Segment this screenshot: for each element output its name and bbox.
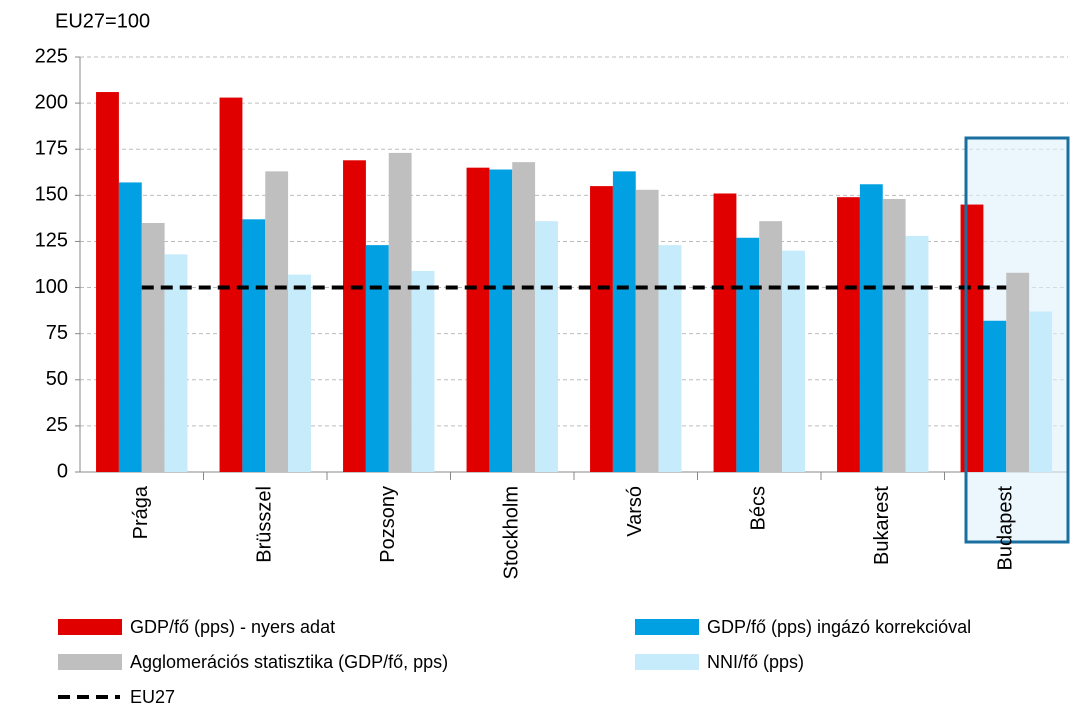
legend-label: NNI/fő (pps) — [707, 652, 804, 672]
bar — [590, 186, 613, 472]
legend-swatch — [635, 619, 699, 635]
legend-label: EU27 — [130, 687, 175, 707]
bar — [365, 245, 389, 472]
bar — [288, 274, 311, 472]
bar — [658, 245, 682, 472]
bar — [837, 197, 860, 472]
bar — [960, 204, 984, 473]
x-tick-label: Pozsony — [377, 486, 399, 563]
x-tick-label: Bécs — [748, 486, 770, 530]
y-tick-label: 100 — [35, 276, 68, 298]
bar — [535, 221, 558, 472]
bar — [882, 199, 906, 472]
bar — [635, 189, 659, 473]
bar — [343, 160, 366, 473]
bar — [905, 235, 929, 472]
bar — [1029, 311, 1052, 472]
x-tick-label: Budapest — [995, 486, 1017, 571]
bar — [466, 167, 490, 472]
bar — [489, 169, 513, 472]
y-tick-label: 225 — [35, 45, 68, 67]
x-tick-label: Prága — [130, 485, 152, 539]
x-tick-label: Bukarest — [871, 486, 893, 565]
bar — [713, 193, 737, 472]
bar — [736, 237, 760, 472]
y-axis-title: EU27=100 — [55, 10, 150, 32]
bar — [782, 250, 805, 472]
x-tick-label: Varsó — [624, 486, 646, 537]
bar — [164, 254, 188, 472]
y-tick-label: 175 — [35, 138, 68, 160]
bar — [512, 162, 536, 472]
y-tick-label: 150 — [35, 184, 68, 206]
bar — [118, 182, 142, 472]
bar — [388, 152, 412, 472]
y-tick-label: 75 — [46, 322, 68, 344]
legend-swatch — [58, 619, 122, 635]
bar — [612, 171, 636, 472]
y-tick-label: 25 — [46, 414, 68, 436]
y-tick-label: 50 — [46, 368, 68, 390]
legend-label: GDP/fő (pps) - nyers adat — [130, 617, 335, 637]
x-tick-label: Stockholm — [501, 486, 523, 579]
legend-swatch — [58, 654, 122, 670]
y-tick-label: 125 — [35, 230, 68, 252]
bar — [983, 320, 1007, 472]
legend-label: GDP/fő (pps) ingázó korrekcióval — [707, 617, 971, 637]
legend-swatch — [635, 654, 699, 670]
bar — [759, 221, 783, 472]
bar — [96, 92, 119, 473]
y-tick-label: 0 — [57, 460, 68, 482]
bar — [141, 223, 165, 472]
bar — [242, 219, 266, 472]
bar — [859, 184, 883, 472]
bar — [411, 270, 435, 472]
x-tick-label: Brüsszel — [254, 486, 276, 563]
legend-label: Agglomerációs statisztika (GDP/fő, pps) — [130, 652, 448, 672]
bar — [1006, 272, 1030, 472]
bar — [265, 171, 289, 472]
bar — [219, 97, 243, 473]
highlight-box — [964, 136, 1070, 544]
y-tick-label: 200 — [35, 91, 68, 113]
